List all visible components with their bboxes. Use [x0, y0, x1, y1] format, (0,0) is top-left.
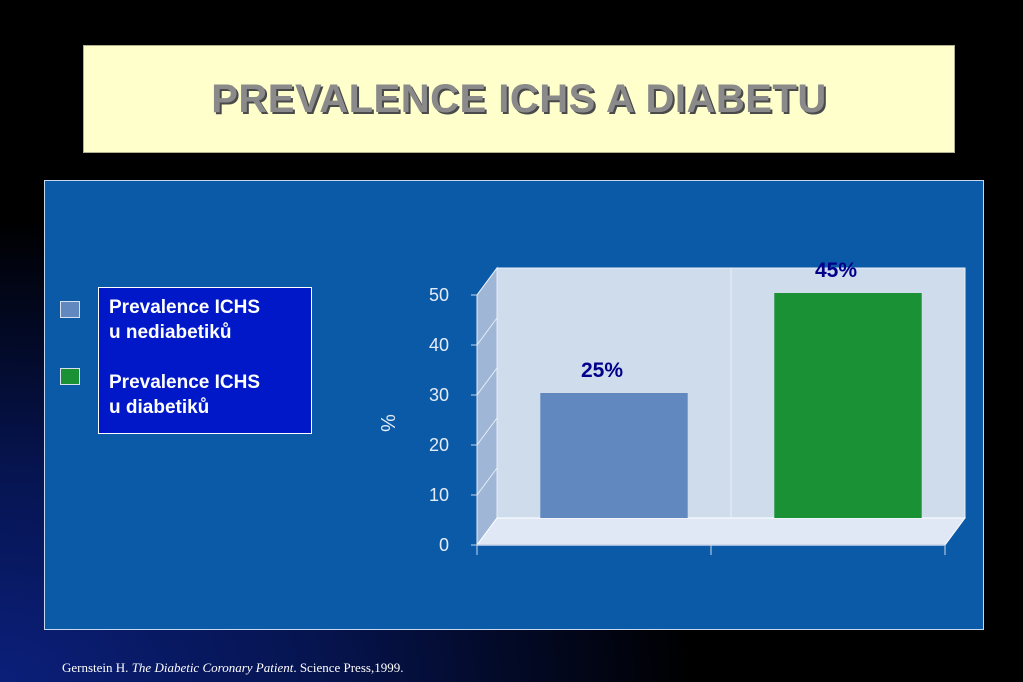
data-label: 25%: [581, 359, 623, 382]
y-tick-label: 20: [429, 435, 449, 455]
legend-label-nondiabetic: Prevalence ICHS u nediabetiků: [109, 297, 261, 343]
citation-publisher: . Science Press,1999.: [293, 660, 404, 675]
y-gridline: [476, 467, 498, 496]
y-gridline: [476, 267, 498, 296]
y-tick-label: 50: [429, 285, 449, 305]
bar-nondiabetic: [540, 393, 688, 518]
legend-label-diabetic: Prevalence ICHS u diabetiků: [109, 372, 261, 418]
citation-book-title: The Diabetic Coronary Patient: [131, 660, 294, 675]
y-tick-label: 0: [439, 535, 449, 555]
y-gridline: [476, 367, 498, 396]
chart-floor: [476, 517, 966, 546]
data-label: 45%: [815, 259, 857, 282]
y-axis-label: %: [376, 414, 398, 432]
y-tick-label: 10: [429, 485, 449, 505]
chart-side-wall: [476, 266, 498, 547]
slide-title: PREVALENCE ICHS A DIABETU: [211, 76, 827, 121]
title-box: PREVALENCE ICHS A DIABETU: [83, 45, 955, 153]
legend-swatch-diabetic: [60, 368, 80, 385]
bar-diabetic: [774, 293, 922, 518]
y-gridline: [476, 317, 498, 346]
citation-author: Gernstein H.: [62, 660, 132, 675]
legend-swatch-nondiabetic: [60, 301, 80, 318]
citation: Gernstein H. The Diabetic Coronary Patie…: [62, 660, 403, 676]
chart-legend: Prevalence ICHS u nediabetiků Prevalence…: [98, 287, 312, 434]
y-tick-label: 40: [429, 335, 449, 355]
y-gridline: [476, 417, 498, 446]
y-tick-label: 30: [429, 385, 449, 405]
